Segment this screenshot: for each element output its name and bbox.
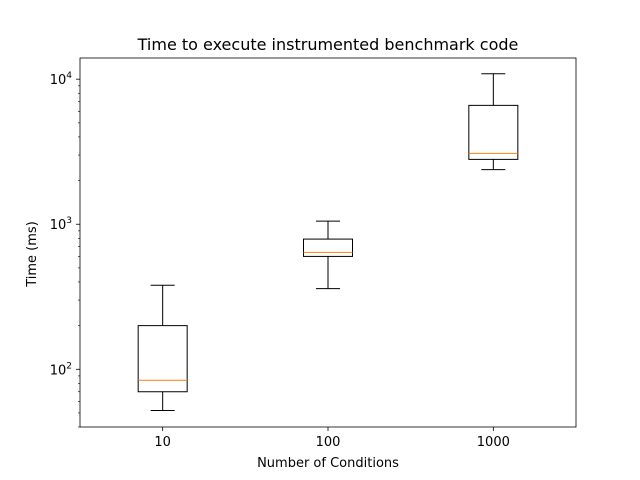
- chart-title: Time to execute instrumented benchmark c…: [137, 35, 519, 54]
- x-tick-label: 1000: [477, 435, 510, 450]
- box-iqr: [137, 325, 188, 393]
- y-axis-label: Time (ms): [25, 221, 40, 288]
- plot-area: 102 103 104 10 100 1000: [50, 57, 577, 450]
- y-tick-label: 103: [50, 216, 72, 233]
- y-tick-label: 102: [50, 361, 72, 378]
- box-iqr: [468, 104, 519, 160]
- x-tick-label: 100: [316, 435, 341, 450]
- y-tick-label: 104: [50, 71, 73, 88]
- axes-frame: [79, 57, 577, 428]
- x-tick-label: 10: [154, 435, 171, 450]
- box-iqr: [303, 238, 353, 257]
- x-axis-label: Number of Conditions: [257, 456, 399, 471]
